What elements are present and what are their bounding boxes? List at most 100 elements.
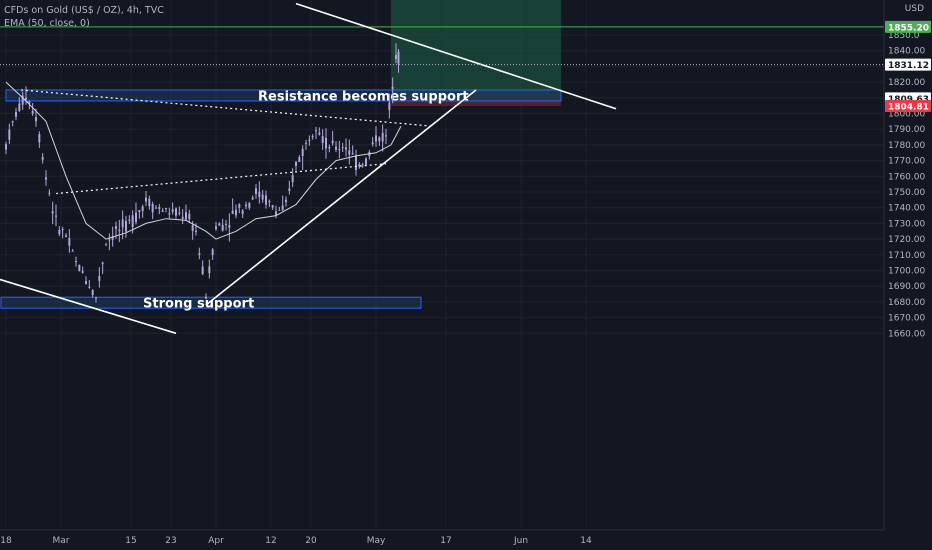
candle-body [151,203,154,213]
candle-body [51,211,54,214]
candle-body [261,194,264,200]
y-tick-label: 1760.00 [888,172,925,182]
y-tick-label: 1820.00 [888,78,925,88]
x-tick-label: 17 [440,536,451,546]
candle-body [98,276,101,281]
price-badge-label-0: 1855.20 [888,23,929,33]
candle-body [15,111,17,117]
candle-body [388,102,391,110]
candle-body [88,286,91,288]
candle-body [155,207,157,209]
candle-body [161,210,164,212]
annotation-zone-0 [5,89,562,102]
candle-body [371,142,374,145]
candle-body [135,212,137,223]
candle-body [75,260,77,262]
x-axis-labels: 18 Mar 15 23 Apr 12 20 May 17 Jun 14 [0,536,592,546]
candle-body [318,132,321,135]
candle-body [55,215,57,217]
candle-body [378,137,381,142]
candle-body [148,198,151,207]
x-tick-label: 14 [580,536,592,546]
indicator-line[interactable]: EMA (50, close, 0) [4,18,90,29]
candle-body [348,150,351,155]
candle-body [21,95,24,105]
candle-body [375,135,377,142]
candle-body [5,144,7,150]
candle-body [251,197,254,200]
y-tick-label: 1740.00 [888,204,925,214]
candle-body [358,164,361,167]
trend-line-upper-dotted [20,89,432,127]
candle-body [45,177,47,180]
price-badge-1 [885,58,931,71]
y-tick-label: 1800.00 [888,110,925,120]
candle-body [165,208,167,210]
candle-body [335,146,337,150]
candle-body [305,142,307,144]
candle-body [175,208,177,216]
candle-body [321,136,324,143]
x-tick-label: Apr [208,536,224,546]
y-tick-label: 1790.00 [888,125,925,135]
candle-body [315,130,317,132]
y-tick-label: 1780.00 [888,141,925,151]
trend-line-lower-dotted [55,163,387,195]
candle-body [205,296,207,299]
candle-body [58,229,61,234]
y-tick-label: 1690.00 [888,282,925,292]
candle-body [221,224,224,231]
time-axis-background [0,530,932,550]
candle-body [91,289,94,296]
candle-body [355,155,357,170]
candle-body [338,149,341,151]
annotation-zone-1 [0,296,422,309]
candle-body [158,207,161,210]
x-tick-label: May [367,536,386,546]
candle-body [131,215,134,227]
candle-body [275,211,277,216]
candle-body [265,195,267,205]
y-tick-label: 1720.00 [888,235,925,245]
candle-body [361,164,364,166]
candle-body [195,230,197,232]
candle-body [295,161,297,166]
candle-body [391,86,394,89]
y-tick-label: 1670.00 [888,314,925,324]
candle-body [11,121,14,123]
candle-body [291,175,294,183]
candle-body [201,266,204,275]
price-badge-0 [885,20,931,33]
price-badge-label-1: 1831.12 [888,61,929,71]
candle-body [215,226,217,230]
annotation-label-0: Resistance becomes support [258,89,469,104]
candle-body [365,158,367,165]
candle-body [121,219,124,228]
candle-body [271,205,274,208]
candle-body [61,229,64,231]
candle-body [341,147,344,149]
candle-body [168,213,171,215]
symbol-line[interactable]: CFDs on Gold (US$ / OZ), 4h, TVC [4,5,164,16]
candle-body [285,199,287,203]
candle-body [248,203,251,208]
chart-legend: CFDs on Gold (US$ / OZ), 4h, TVC EMA (50… [4,4,164,30]
candle-body [288,188,291,191]
price-axis-background [884,0,932,550]
price-badge-3 [885,99,931,112]
y-tick-label: 1750.00 [888,188,925,198]
candle-body [308,139,311,141]
y-tick-label: 1680.00 [888,298,925,308]
candle-body [208,266,211,274]
annotation-label-1: Strong support [143,297,254,312]
candle-body [105,244,107,246]
candle-body [185,212,187,220]
candle-body [225,223,227,225]
candle-body [85,281,87,284]
candle-body [345,147,347,150]
candle-body [81,270,84,273]
candle-body [145,197,147,202]
candle-body [245,204,247,207]
candle-body [298,157,301,162]
